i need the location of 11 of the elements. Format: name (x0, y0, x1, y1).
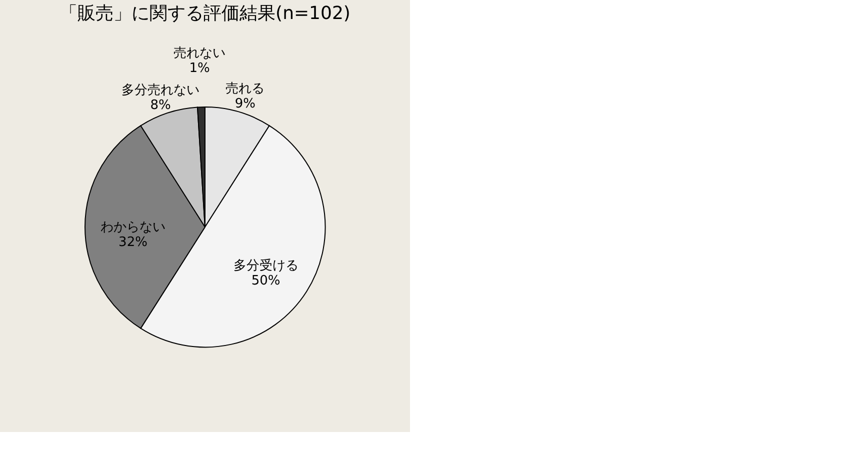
slice-label: わからない (100, 220, 166, 235)
data-label: 9% (234, 96, 256, 112)
slice-label: 売れる (226, 82, 265, 97)
data-label: 8% (150, 98, 171, 114)
data-label: 32% (118, 235, 148, 250)
data-label: 1% (189, 61, 210, 76)
slice-label: 売れない (174, 46, 226, 62)
slice-label: 多分受ける (233, 258, 298, 274)
slice-label: 多分売れない (122, 83, 200, 98)
chart-title: 「販売」に関する評価結果(n=102) (60, 3, 350, 24)
data-label: 50% (251, 274, 280, 289)
